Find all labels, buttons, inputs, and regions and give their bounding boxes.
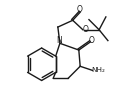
Text: N: N (56, 36, 62, 45)
Text: O: O (83, 25, 89, 34)
Text: NH₂: NH₂ (92, 67, 105, 73)
Text: O: O (77, 5, 83, 14)
Text: O: O (89, 36, 95, 45)
